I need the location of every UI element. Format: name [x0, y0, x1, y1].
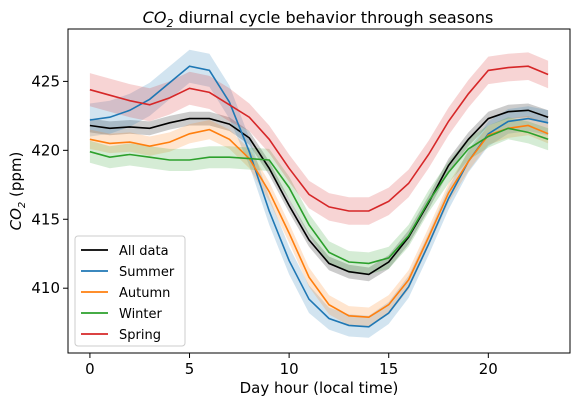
y-axis-label-sub: 2 [17, 202, 28, 208]
line-autumn [89, 124, 549, 319]
legend-label-spring: Spring [119, 328, 161, 343]
band-all-data [89, 103, 549, 282]
y-axis-label-rest: (ppm) [7, 152, 25, 202]
legend: All data Summer Autumn Winter Spring [74, 235, 186, 347]
y-tick-label: 425 [31, 72, 60, 90]
legend-box [74, 235, 186, 347]
band-summer [89, 49, 549, 338]
y-tick-label: 415 [31, 210, 60, 228]
legend-label-all-data: All data [119, 244, 169, 259]
x-tick-label: 5 [185, 360, 195, 378]
line-all-data [89, 109, 549, 276]
x-axis-ticks: 0 5 10 15 20 [85, 353, 498, 378]
legend-label-autumn: Autumn [119, 286, 170, 301]
plot-frame [67, 28, 571, 354]
chart-title-sub: 2 [166, 17, 173, 30]
y-axis-ticks: 410 415 420 425 [31, 72, 68, 297]
y-tick-label: 410 [31, 279, 60, 297]
chart-title-rest: diurnal cycle behavior through seasons [173, 8, 493, 27]
band-autumn [89, 115, 549, 327]
x-axis-label: Day hour (local time) [240, 379, 399, 397]
x-tick-label: 0 [85, 360, 95, 378]
legend-label-winter: Winter [119, 307, 163, 322]
y-tick-label: 420 [31, 141, 60, 159]
series-lines [89, 65, 549, 328]
legend-label-summer: Summer [119, 265, 175, 280]
line-winter [89, 127, 549, 265]
x-tick-label: 20 [479, 360, 498, 378]
band-spring [89, 52, 549, 225]
band-winter [89, 117, 549, 275]
x-tick-label: 10 [280, 360, 299, 378]
chart-title: CO2 diurnal cycle behavior through seaso… [143, 8, 494, 30]
confidence-bands [89, 49, 549, 338]
x-tick-label: 15 [379, 360, 398, 378]
y-axis-label-main: CO [7, 208, 25, 230]
chart-title-main: CO [143, 8, 167, 27]
y-axis-label: CO2 (ppm) [7, 152, 28, 231]
line-spring [89, 65, 549, 212]
